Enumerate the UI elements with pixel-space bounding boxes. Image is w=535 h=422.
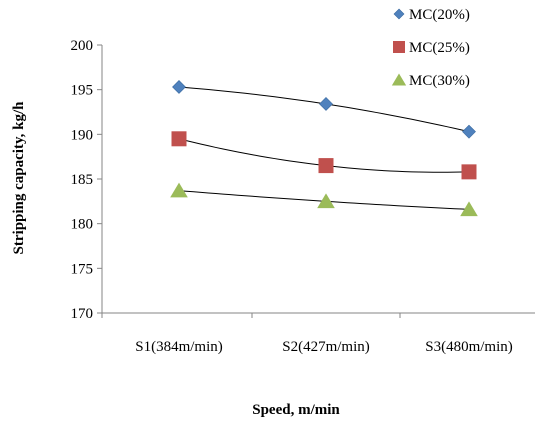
data-point xyxy=(172,80,186,94)
data-point xyxy=(460,201,478,217)
x-axis-title: Speed, m/min xyxy=(252,402,340,418)
trendline xyxy=(178,86,470,133)
legend: MC(20%) MC(25%) MC(30%) xyxy=(391,7,470,89)
y-tick-label: 175 xyxy=(71,261,94,277)
y-axis-title: Stripping capacity, kg/h xyxy=(11,101,27,255)
data-point xyxy=(170,182,188,198)
x-tick-label: S3(480m/min) xyxy=(425,339,513,355)
legend-marker xyxy=(393,8,405,20)
data-point xyxy=(317,193,335,209)
data-point xyxy=(319,97,333,111)
x-tick-label: S2(427m/min) xyxy=(282,339,370,355)
legend-label: MC(20%) xyxy=(409,7,470,23)
data-markers xyxy=(170,80,478,217)
legend-marker xyxy=(391,73,407,86)
y-tick-label: 195 xyxy=(71,83,94,99)
y-tick-label: 190 xyxy=(71,127,94,143)
y-axis-ticks: 170 175 180 185 190 195 200 xyxy=(71,38,102,322)
data-point xyxy=(171,131,187,147)
legend-marker xyxy=(393,41,405,53)
data-point xyxy=(462,124,476,139)
x-axis-ticks: S1(384m/min) S2(427m/min) S3(480m/min) xyxy=(101,313,513,355)
y-tick-label: 200 xyxy=(71,38,94,54)
legend-label: MC(25%) xyxy=(409,40,470,56)
data-point xyxy=(318,158,334,174)
y-tick-label: 180 xyxy=(71,217,94,233)
y-tick-label: 185 xyxy=(71,172,94,188)
legend-label: MC(30%) xyxy=(409,73,470,89)
data-point xyxy=(461,164,477,180)
y-tick-label: 170 xyxy=(71,306,94,322)
x-tick-label: S1(384m/min) xyxy=(135,339,223,355)
